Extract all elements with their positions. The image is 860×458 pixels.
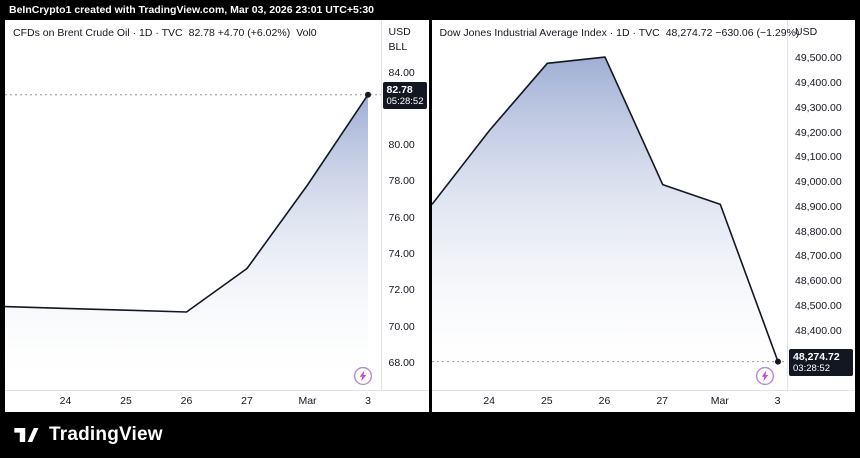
x-tick-label: 25 bbox=[540, 395, 553, 407]
attribution-text: BeInCrypto1 created with TradingView.com… bbox=[9, 4, 375, 16]
x-tick-label: 26 bbox=[598, 395, 611, 407]
lightning-badge bbox=[353, 366, 373, 386]
x-tick-label: 25 bbox=[120, 395, 132, 407]
last-price-value: 82.78 bbox=[386, 83, 413, 96]
brand-name: TradingView bbox=[49, 424, 163, 445]
price-axis-brent: USD BLL 82.78 05:28:52 84.00 80.00 78.00 76… bbox=[380, 20, 429, 390]
y-tick-label: 76.00 bbox=[388, 211, 415, 224]
x-tick-label: 27 bbox=[656, 395, 669, 407]
x-tick-label: 3 bbox=[774, 395, 781, 407]
x-tick-label: 24 bbox=[59, 395, 72, 407]
tradingview-footer-link[interactable]: TradingView bbox=[0, 412, 860, 458]
price-axis-dow: USD 48,274.72 03:28:52 49,500.00 49,400.0… bbox=[787, 20, 855, 390]
attribution-bar: BeInCrypto1 created with TradingView.com… bbox=[0, 0, 860, 20]
x-tick-label: 26 bbox=[180, 395, 193, 407]
y-tick-label: 74.00 bbox=[388, 248, 415, 260]
chart-panel-brent: CFDs on Brent Crude Oil · 1D · TVC 82.78… bbox=[5, 20, 429, 412]
chart-header-brent: CFDs on Brent Crude Oil · 1D · TVC 82.78… bbox=[13, 27, 317, 39]
y-tick-label: 70.00 bbox=[388, 320, 415, 333]
chart-header-dow: Dow Jones Industrial Average Index · 1D … bbox=[440, 27, 806, 39]
last-price-badge: 48,274.72 03:28:52 bbox=[789, 348, 853, 376]
time-axis-dow: 24 25 26 27 Mar 3 bbox=[431, 390, 855, 412]
y-tick-label: 80.00 bbox=[388, 139, 415, 152]
area-chart-svg bbox=[431, 56, 788, 390]
axis-currency-label: USD bbox=[795, 26, 818, 38]
x-tick-label: 27 bbox=[241, 395, 253, 407]
y-tick-label: 49,300.00 bbox=[795, 101, 842, 114]
x-tick-label: 24 bbox=[483, 395, 496, 407]
chart-title: CFDs on Brent Crude Oil · 1D · TVC bbox=[13, 27, 183, 39]
lightning-icon bbox=[755, 366, 775, 386]
y-tick-label: 84.00 bbox=[388, 66, 415, 79]
tradingview-logo-icon bbox=[14, 428, 39, 442]
y-tick-label: 48,400.00 bbox=[795, 324, 842, 337]
y-tick-label: 49,400.00 bbox=[795, 77, 842, 90]
chart-volume: Vol0 bbox=[296, 27, 317, 39]
chart-panel-dow: Dow Jones Industrial Average Index · 1D … bbox=[431, 20, 855, 412]
last-price-badge: 82.78 05:28:52 bbox=[382, 81, 427, 109]
y-tick-label: 68.00 bbox=[388, 356, 415, 369]
lightning-badge bbox=[755, 366, 775, 386]
lightning-icon bbox=[353, 366, 372, 386]
chart-price-summary: 48,274.72 −630.06 (−1.29%) bbox=[665, 27, 800, 39]
price-chart-dow bbox=[431, 20, 788, 390]
y-tick-label: 49,000.00 bbox=[795, 176, 842, 189]
chart-price-summary: 82.78 +4.70 (+6.02%) bbox=[188, 27, 291, 39]
x-tick-label: 3 bbox=[365, 395, 371, 407]
last-price-value: 48,274.72 bbox=[793, 350, 840, 363]
y-tick-label: 49,500.00 bbox=[795, 52, 842, 65]
x-tick-label: Mar bbox=[298, 395, 317, 407]
area-chart-svg bbox=[5, 91, 381, 390]
y-tick-label: 48,800.00 bbox=[795, 225, 842, 238]
axis-unit-label: BLL bbox=[388, 41, 408, 53]
time-axis-brent: 24 25 26 27 Mar 3 bbox=[5, 390, 429, 412]
y-tick-label: 78.00 bbox=[388, 175, 415, 188]
y-tick-label: 48,700.00 bbox=[795, 250, 842, 263]
y-tick-label: 49,200.00 bbox=[795, 126, 842, 139]
y-tick-label: 72.00 bbox=[388, 284, 415, 297]
y-tick-label: 49,100.00 bbox=[795, 151, 842, 164]
last-price-countdown: 05:28:52 bbox=[386, 95, 424, 107]
y-tick-label: 48,600.00 bbox=[795, 275, 842, 288]
price-chart-brent bbox=[5, 20, 381, 390]
charts-row: CFDs on Brent Crude Oil · 1D · TVC 82.78… bbox=[0, 20, 860, 412]
y-tick-label: 48,500.00 bbox=[795, 299, 842, 312]
y-tick-label: 48,900.00 bbox=[795, 200, 842, 213]
chart-title: Dow Jones Industrial Average Index · 1D … bbox=[439, 27, 660, 39]
axis-currency-label: USD bbox=[388, 26, 411, 38]
x-tick-label: Mar bbox=[710, 395, 729, 407]
last-price-countdown: 03:28:52 bbox=[793, 362, 830, 374]
